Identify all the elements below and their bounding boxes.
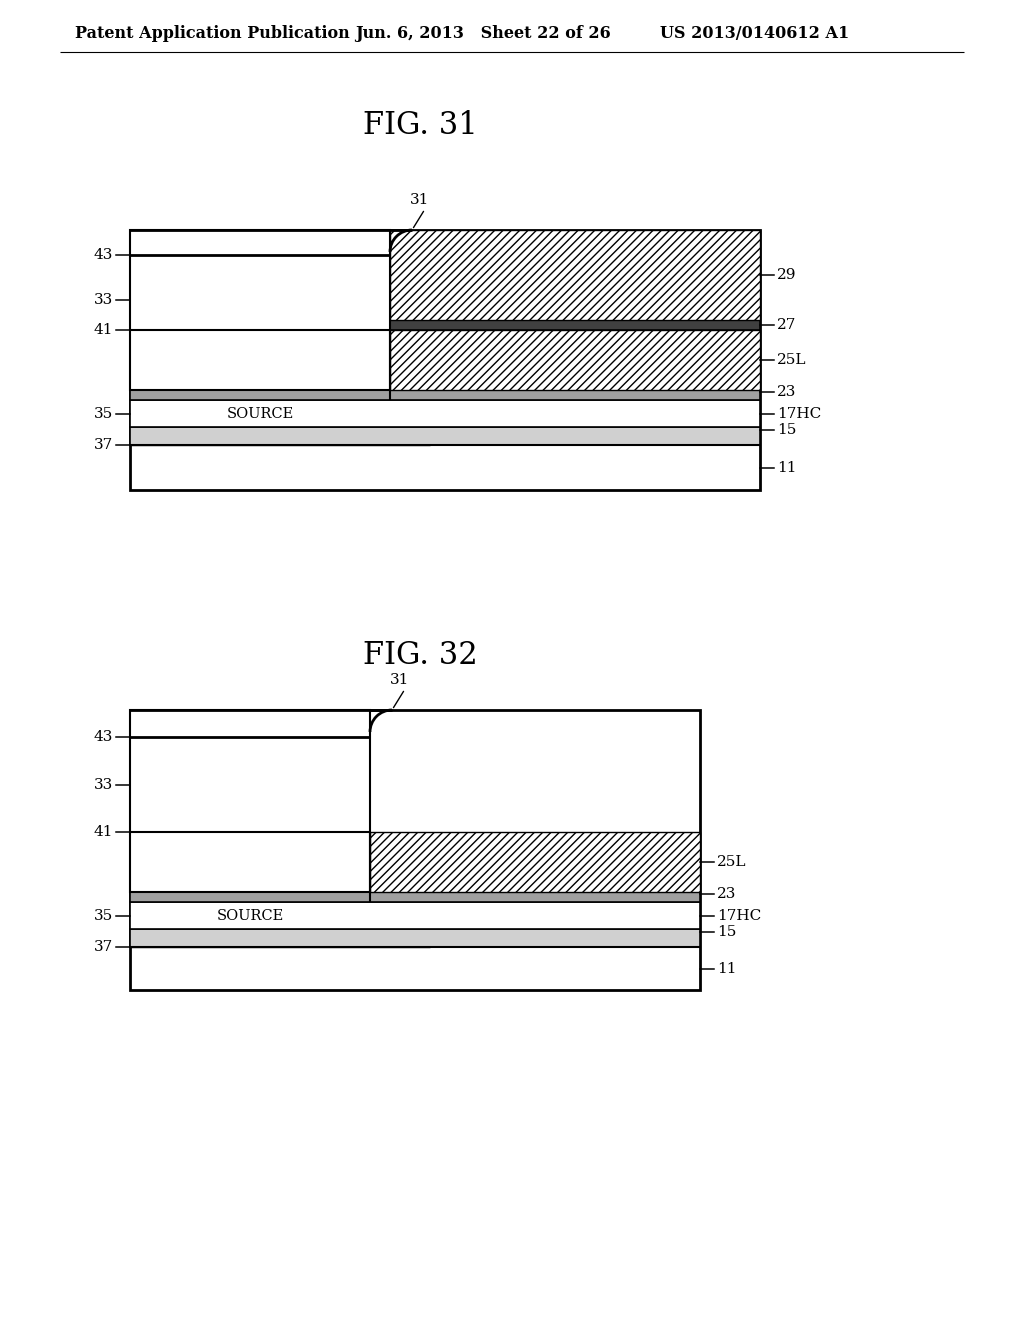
Text: SOURCE: SOURCE (226, 407, 294, 421)
Text: 17HC: 17HC (717, 909, 761, 923)
Text: 23: 23 (777, 385, 797, 399)
Text: 43: 43 (93, 730, 113, 744)
Bar (130, 426, 760, 445)
Bar (130, 892, 700, 902)
Text: 11: 11 (717, 962, 736, 975)
Text: 41: 41 (93, 825, 113, 840)
Text: FIG. 31: FIG. 31 (362, 110, 477, 140)
Bar (130, 710, 370, 892)
Text: 33: 33 (94, 777, 113, 792)
Bar (390, 230, 760, 319)
Text: 31: 31 (411, 193, 430, 207)
Text: 17HC: 17HC (777, 407, 821, 421)
Text: 15: 15 (717, 925, 736, 939)
Bar (130, 230, 760, 490)
Text: SOURCE: SOURCE (216, 909, 284, 923)
Text: 33: 33 (94, 293, 113, 308)
Text: 35: 35 (94, 909, 113, 923)
Text: 25L: 25L (717, 855, 746, 869)
Text: 37: 37 (94, 438, 113, 451)
Bar (130, 929, 700, 946)
Text: 29: 29 (777, 268, 797, 282)
Bar (130, 389, 760, 400)
Bar (370, 832, 700, 892)
Text: Patent Application Publication: Patent Application Publication (75, 25, 350, 41)
Text: 25L: 25L (777, 352, 807, 367)
Bar (390, 330, 760, 389)
Text: 27: 27 (777, 318, 797, 333)
Text: 43: 43 (93, 248, 113, 261)
Text: 23: 23 (717, 887, 736, 902)
Bar (390, 319, 760, 330)
Bar (130, 400, 760, 426)
Bar (130, 710, 700, 990)
Text: 15: 15 (777, 422, 797, 437)
Text: 37: 37 (94, 940, 113, 954)
Bar (130, 230, 390, 389)
Text: FIG. 32: FIG. 32 (362, 639, 477, 671)
Text: 41: 41 (93, 323, 113, 337)
Text: US 2013/0140612 A1: US 2013/0140612 A1 (660, 25, 849, 41)
Text: 11: 11 (777, 461, 797, 475)
Bar (130, 902, 700, 929)
Text: 31: 31 (390, 673, 410, 686)
Text: Jun. 6, 2013   Sheet 22 of 26: Jun. 6, 2013 Sheet 22 of 26 (355, 25, 610, 41)
Text: 35: 35 (94, 407, 113, 421)
